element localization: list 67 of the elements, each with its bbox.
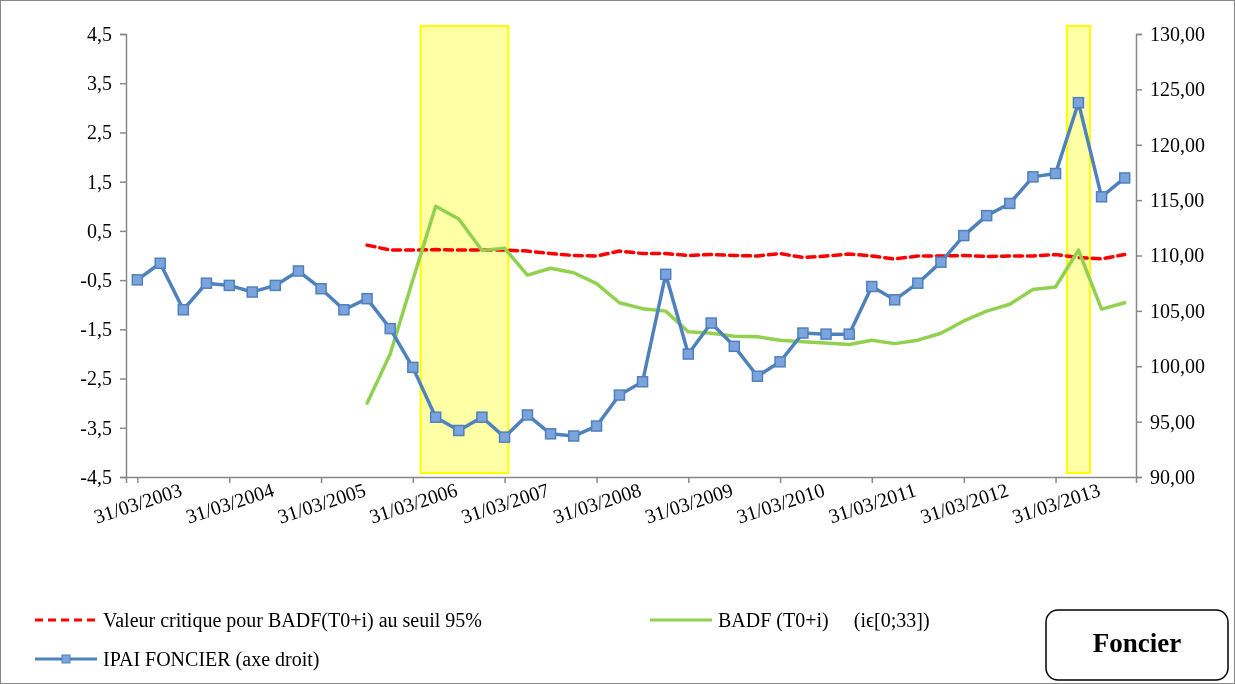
point [590, 420, 603, 432]
point [1118, 172, 1131, 184]
point [659, 268, 672, 281]
point [338, 304, 350, 316]
point [912, 277, 924, 289]
y-tick-label: 4,5 [87, 22, 112, 45]
y-tick-label: -1,5 [80, 318, 112, 341]
point [567, 430, 580, 442]
point [453, 424, 465, 437]
point [177, 304, 190, 316]
legend-label: IPAI FONCIER (axe droit) [103, 648, 320, 671]
point [131, 274, 144, 286]
point [1049, 167, 1062, 180]
point [774, 356, 786, 368]
y-tick-label: -0,5 [80, 269, 112, 292]
y-tick-label: 3,5 [87, 72, 112, 95]
point [636, 376, 649, 388]
point [1095, 191, 1108, 203]
y2-tick-label: 100,00 [1150, 355, 1205, 378]
y2-tick-label: 110,00 [1150, 244, 1205, 267]
y2-tick-label: 120,00 [1150, 133, 1205, 156]
y2-tick-label: 115,00 [1150, 189, 1205, 212]
y-tick-label: -3,5 [80, 416, 112, 439]
legend-label: Valeur critique pour BADF(T0+i) au seuil 95% [103, 609, 482, 632]
point [958, 229, 970, 242]
point [315, 282, 327, 295]
point [429, 411, 442, 423]
point [292, 265, 305, 277]
y2-tick-label: 90,00 [1150, 465, 1195, 488]
point [407, 361, 419, 374]
point [498, 431, 511, 443]
point [1072, 96, 1085, 109]
point [154, 257, 166, 269]
point [269, 279, 282, 292]
point [476, 411, 488, 423]
y-tick-label: 2,5 [87, 121, 112, 144]
point [613, 389, 626, 401]
point [888, 294, 901, 306]
point [866, 280, 878, 293]
point [935, 256, 947, 268]
point [521, 409, 534, 421]
point [705, 317, 717, 329]
point [728, 340, 741, 353]
point [1027, 171, 1039, 183]
y2-tick-label: 130,00 [1150, 22, 1205, 45]
point [980, 209, 993, 222]
point [1004, 197, 1016, 210]
point [544, 428, 557, 440]
point [682, 348, 695, 360]
y-tick-label: 1,5 [87, 170, 112, 193]
point [843, 328, 855, 340]
point [384, 322, 396, 335]
point [361, 292, 373, 305]
legend-label: BADF (T0+i) (iϵ[0;33]) [718, 609, 930, 632]
y2-tick-label: 95,00 [1150, 410, 1195, 433]
point [223, 279, 236, 292]
y-tick-label: -2,5 [80, 367, 112, 390]
y2-tick-label: 125,00 [1150, 78, 1205, 101]
point [820, 328, 832, 340]
point [797, 327, 809, 339]
line-series [365, 204, 1127, 405]
point [200, 277, 213, 289]
text: Foncier [1092, 628, 1182, 658]
y-tick-label: 0,5 [87, 219, 112, 242]
y2-tick-label: 105,00 [1150, 299, 1205, 322]
point [246, 286, 258, 298]
point [751, 370, 764, 382]
